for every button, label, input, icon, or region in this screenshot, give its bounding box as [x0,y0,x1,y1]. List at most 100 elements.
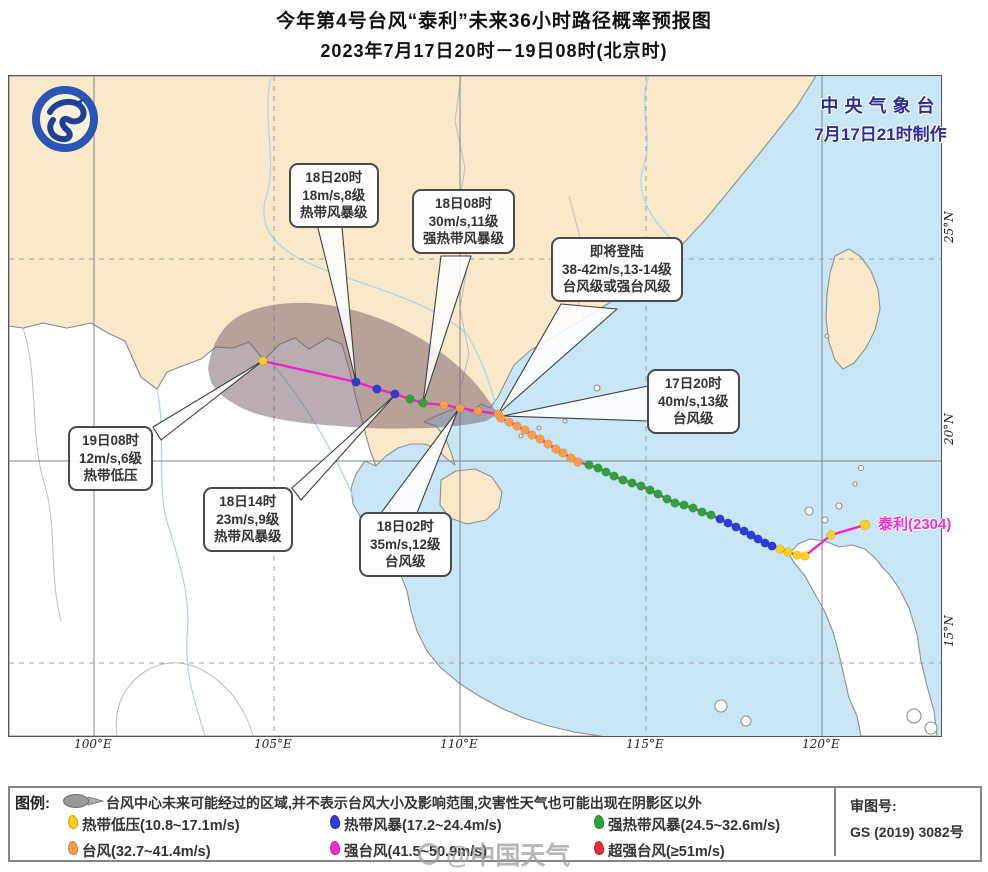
track-point [512,421,522,431]
callout-category: 台风级 [385,554,426,570]
track-point [551,444,561,454]
track-point [783,547,793,557]
legend-item-sts: 强热带风暴(24.5~32.6m/s) [608,818,781,834]
track-point [746,530,756,540]
callout-wind: 18m/s,8级 [302,187,366,203]
callout-category: 强热带风暴级 [423,231,504,247]
legend-dot-ts [329,814,341,830]
wedge-landfall [497,303,618,415]
lon-label-105e: 105°E [254,737,292,751]
cone-icon [62,793,105,814]
watermark: @中国天气 [418,836,570,872]
cma-logo-icon [32,86,98,152]
lon-label-120e: 120°E [802,737,840,751]
legend-dot-sty [329,840,341,856]
callout-time: 18日08时 [434,196,493,211]
title-block: 今年第4号台风“泰利”未来36小时路径概率预报图 2023年7月17日20时－1… [0,6,988,63]
page-subtitle: 2023年7月17日20时－19日08时(北京时) [320,41,668,61]
wedge-1808 [422,255,472,404]
page-title: 今年第4号台风“泰利”未来36小时路径概率预报图 [276,11,712,32]
track-point [723,518,733,528]
legend-dot-ty [67,840,79,856]
track-point [753,534,763,544]
watermark-text: @中国天气 [446,842,571,870]
lat-label-25n: 25°N [942,211,956,243]
callout-18d20h: 18日20时 18m/s,8级 热带风暴级 [289,163,379,228]
callout-title: 即将登陆 [589,244,644,259]
lat-label-20n: 20°N [942,413,956,445]
legend-dot-td [67,814,79,830]
map-canvas [9,76,941,736]
legend-divider [834,788,836,856]
callout-time: 19日08时 [82,433,140,448]
babuyan-island [821,516,829,524]
track-point [258,356,268,366]
small-island [906,708,922,724]
batanes-island [857,464,865,472]
watermark-logo-icon [418,843,440,865]
track-point [455,403,465,413]
callout-wind: 35m/s,12级 [370,536,441,552]
callout-wind: 30m/s,11级 [428,213,499,229]
taiwan-island [825,248,881,370]
track-point [593,463,603,473]
babuyan-island [835,502,843,510]
penghu-island [824,333,830,339]
track-point [760,538,770,548]
callout-wedges [152,215,649,514]
track-point [527,430,537,440]
coastal-island [562,418,568,424]
callout-time: 18日14时 [219,494,277,509]
track-point [706,510,716,520]
batanes-island [852,481,858,487]
callout-category: 台风级或强台风级 [562,279,671,295]
callout-17d20h: 17日20时 40m/s,13级 台风级 [647,369,740,434]
track-point [731,522,741,532]
legend-item-ts: 热带风暴(17.2~24.4m/s) [344,818,502,834]
legend-dot-sts [593,814,605,830]
callout-19d08h: 19日08时 12m/s,6级 热带低压 [68,426,154,491]
lon-label-110e: 110°E [440,737,478,751]
track-point [653,489,663,499]
track-point [688,503,698,513]
track-point [573,457,583,467]
small-island [924,721,938,735]
track-point [535,434,545,444]
track-point [859,519,871,531]
track-point [618,475,628,485]
track-point [405,394,415,404]
callout-time: 17日20时 [664,376,722,391]
track-point [601,467,611,477]
track-point [826,530,836,540]
track-point [504,417,514,427]
issue-time: 7月17日21时制作 [814,125,947,144]
agency-name: 中央气象台 [820,96,941,116]
storm-name-label: 泰利(2304) [878,516,952,533]
callout-time: 18日02时 [376,519,434,534]
china-land [9,76,881,525]
track-point [715,514,725,524]
lon-label-115e: 115°E [626,737,664,751]
track-point [739,526,749,536]
track-point [670,498,680,508]
track-point [800,551,810,561]
legend-panel: 图例: 台风中心未来可能经过的区域,并不表示台风大小及影响范围,灾害性天气也可能… [8,786,982,862]
track-point [372,384,382,394]
callout-18d14h: 18日14时 23m/s,9级 热带风暴级 [203,487,293,552]
track-point [566,453,576,463]
track-point [627,478,637,488]
legend-dot-super-ty [593,840,605,856]
track-point [351,377,361,387]
track-point [679,500,689,510]
track-point [697,507,707,517]
callout-wind: 38-42m/s,13-14级 [562,261,672,277]
callout-landfall: 即将登陆 38-42m/s,13-14级 台风级或强台风级 [551,237,683,302]
track-point [558,448,568,458]
callout-wind: 40m/s,13级 [658,393,729,409]
track-point [390,389,400,399]
track-point [439,400,449,410]
credit-block: 中央气象台 7月17日21时制作 [783,92,978,145]
track-point [418,398,428,408]
callout-18d08h: 18日08时 30m/s,11级 强热带风暴级 [412,189,515,254]
